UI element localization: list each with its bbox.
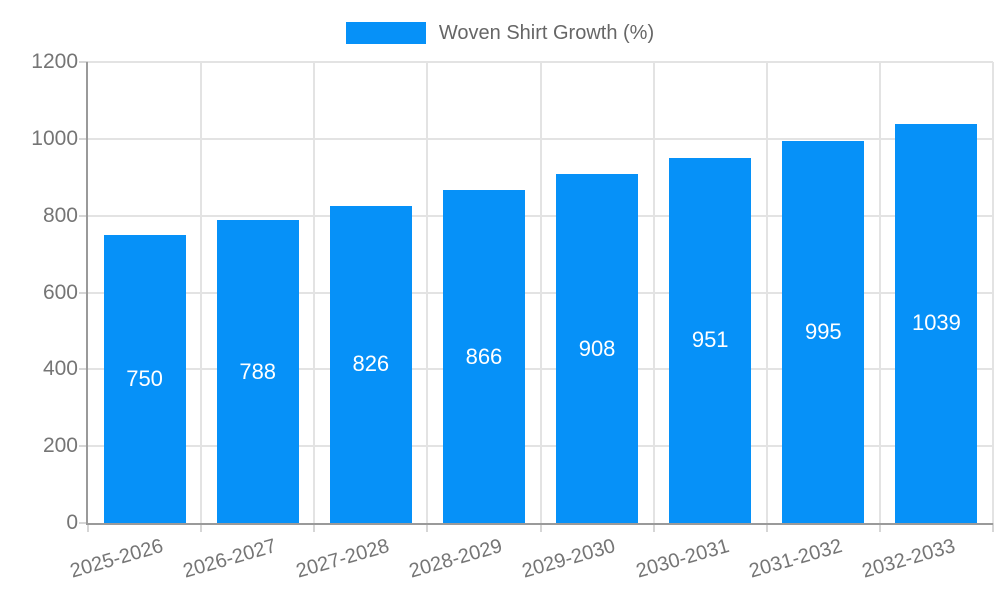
y-tick-label: 1000 <box>31 126 78 150</box>
bar[interactable]: 788 <box>216 220 299 523</box>
legend-label: Woven Shirt Growth (%) <box>438 22 655 44</box>
y-tick-label: 800 <box>42 203 78 227</box>
legend-item[interactable]: Woven Shirt Growth (%) <box>0 20 1000 46</box>
y-tick-label: 0 <box>66 511 78 534</box>
bar-value-label: 788 <box>239 358 277 384</box>
x-tick <box>87 523 89 532</box>
x-tick-label: 2031-2032 <box>746 535 845 583</box>
y-tick-label: 1200 <box>31 50 78 73</box>
y-tick <box>79 214 88 217</box>
x-tick <box>200 523 203 532</box>
x-tick-label: 2028-2029 <box>406 535 506 583</box>
x-gridline <box>878 62 881 523</box>
x-tick-label: 2030-2031 <box>633 535 732 583</box>
x-tick <box>426 523 429 532</box>
x-tick <box>313 523 316 532</box>
x-gridline <box>765 62 768 523</box>
x-gridline <box>652 62 655 523</box>
x-gridline <box>200 62 203 523</box>
bar-value-label: 908 <box>578 335 616 361</box>
x-tick <box>765 523 768 532</box>
bar-value-label: 866 <box>465 343 503 369</box>
y-tick <box>79 522 88 524</box>
y-tick <box>79 61 88 63</box>
x-tick-label: 2025-2026 <box>67 535 166 583</box>
x-gridline <box>539 62 542 523</box>
bar[interactable]: 1039 <box>895 123 978 523</box>
x-tick <box>878 523 881 532</box>
bar[interactable]: 908 <box>556 174 639 523</box>
x-gridline <box>313 62 316 523</box>
bar[interactable]: 750 <box>103 234 186 523</box>
bar[interactable]: 951 <box>669 157 752 523</box>
y-tick-label: 600 <box>42 280 78 304</box>
y-tick <box>79 368 88 371</box>
x-tick <box>652 523 655 532</box>
bar[interactable]: 866 <box>442 190 525 523</box>
plot-area: 0 200 400 600 800 1000 1200 750 788 826 866 908 951 9… <box>31 50 994 583</box>
bar-value-label: 995 <box>804 318 842 344</box>
x-tick <box>539 523 542 532</box>
y-tick-label: 200 <box>42 434 78 458</box>
y-axis-line <box>86 62 88 523</box>
legend-swatch <box>345 22 426 44</box>
y-tick <box>79 137 88 140</box>
x-tick-label: 2029-2030 <box>520 535 619 583</box>
y-tick <box>79 445 88 448</box>
bar-value-label: 951 <box>691 327 729 353</box>
x-gridline <box>426 62 429 523</box>
bar-value-label: 826 <box>352 351 390 377</box>
bar-value-label: 1039 <box>911 310 961 336</box>
bar[interactable]: 826 <box>329 205 412 523</box>
x-tick <box>992 523 994 532</box>
x-axis-line <box>86 523 993 525</box>
y-tick-label: 400 <box>42 357 78 381</box>
x-tick-label: 2032-2033 <box>859 535 958 583</box>
bar-value-label: 750 <box>126 365 163 391</box>
y-tick <box>79 291 88 294</box>
x-tick-label: 2026-2027 <box>180 535 279 583</box>
x-gridline <box>992 62 994 523</box>
bar[interactable]: 995 <box>782 140 865 523</box>
x-tick-label: 2027-2028 <box>293 535 392 583</box>
